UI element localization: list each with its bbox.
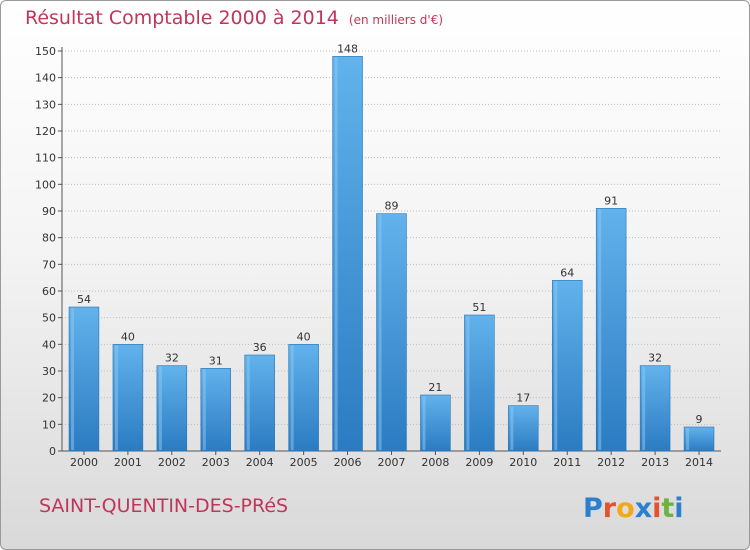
- x-tick-label-2009: 2009: [465, 456, 493, 469]
- data-label-2012: 91: [604, 194, 618, 207]
- bar-highlight: [334, 57, 338, 450]
- data-label-2003: 31: [209, 354, 223, 367]
- x-tick-label-2004: 2004: [246, 456, 274, 469]
- y-tick-label: 70: [42, 258, 56, 271]
- y-tick-label: 80: [42, 232, 56, 245]
- y-tick-label: 20: [42, 392, 56, 405]
- x-tick-label-2002: 2002: [158, 456, 186, 469]
- data-label-2010: 17: [516, 392, 530, 405]
- x-tick-label-2000: 2000: [70, 456, 98, 469]
- x-tick-label-2006: 2006: [334, 456, 362, 469]
- bar-highlight: [686, 428, 690, 450]
- x-tick-label-2001: 2001: [114, 456, 142, 469]
- bar-highlight: [510, 406, 514, 450]
- y-tick-label: 130: [35, 98, 56, 111]
- y-tick-label: 110: [35, 152, 56, 165]
- bar-highlight: [378, 214, 382, 450]
- y-tick-label: 0: [49, 445, 56, 458]
- y-tick-label: 30: [42, 365, 56, 378]
- logo-letter: i: [674, 493, 683, 524]
- y-tick-label: 60: [42, 285, 56, 298]
- y-tick-label: 90: [42, 205, 56, 218]
- x-tick-label-2008: 2008: [421, 456, 449, 469]
- logo-letter: P: [583, 493, 603, 524]
- x-tick-label-2014: 2014: [685, 456, 713, 469]
- x-tick-label-2012: 2012: [597, 456, 625, 469]
- data-label-2009: 51: [472, 301, 486, 314]
- data-label-2000: 54: [77, 293, 91, 306]
- logo-letter: i: [652, 493, 661, 524]
- data-label-2002: 32: [165, 352, 179, 365]
- bars: [68, 56, 715, 452]
- logo-letter: t: [661, 493, 674, 524]
- data-label-2011: 64: [560, 266, 574, 279]
- x-tick-label-2010: 2010: [509, 456, 537, 469]
- data-label-2004: 36: [253, 341, 267, 354]
- x-tick-label-2003: 2003: [202, 456, 230, 469]
- x-tick-label-2005: 2005: [290, 456, 318, 469]
- y-tick-label: 40: [42, 338, 56, 351]
- y-tick-label: 150: [35, 45, 56, 58]
- y-tick-label: 10: [42, 418, 56, 431]
- bar-highlight: [466, 316, 470, 450]
- logo-letter: o: [616, 493, 635, 524]
- bar-highlight: [158, 366, 162, 450]
- bar-highlight: [246, 356, 250, 450]
- data-label-2005: 40: [297, 330, 311, 343]
- town-name: SAINT-QUENTIN-DES-PRéS: [39, 495, 289, 517]
- logo-letter: x: [635, 493, 652, 524]
- data-label-2013: 32: [648, 352, 662, 365]
- logo-letter: r: [603, 493, 617, 524]
- data-label-2008: 21: [428, 381, 442, 394]
- x-tick-label-2011: 2011: [553, 456, 581, 469]
- data-label-2007: 89: [385, 200, 399, 213]
- y-tick-label: 140: [35, 72, 56, 85]
- y-tick-label: 100: [35, 178, 56, 191]
- data-label-2014: 9: [696, 413, 703, 426]
- data-label-2001: 40: [121, 330, 135, 343]
- y-tick-label: 50: [42, 312, 56, 325]
- chart-title: Résultat Comptable 2000 à 2014 (en millie…: [25, 7, 443, 29]
- bar-highlight: [554, 281, 558, 450]
- bar-highlight: [642, 366, 646, 450]
- bar-highlight: [71, 308, 75, 450]
- x-tick-label-2007: 2007: [378, 456, 406, 469]
- proxiti-logo: Proxiti: [583, 493, 684, 524]
- bar-highlight: [598, 209, 602, 450]
- axes: 0 10 20 30 40 50 60 70 80 90 100 110 120 130 140 150: [35, 45, 721, 458]
- chart-subtitle: (en milliers d'€): [348, 13, 444, 27]
- chart-title-text: Résultat Comptable 2000 à 2014: [25, 7, 339, 29]
- bar-highlight: [202, 369, 206, 450]
- bar-highlight: [422, 396, 426, 450]
- proxiti-logo-text: Proxiti: [583, 493, 684, 524]
- y-tick-label: 120: [35, 125, 56, 138]
- bar-highlight: [290, 345, 294, 450]
- data-label-2006: 148: [337, 42, 358, 55]
- labels: 54 2000 40 2001 32 2002 31 2003 36 2004 40 2005 148 2…: [70, 42, 713, 469]
- bar-highlight: [114, 345, 118, 450]
- x-tick-label-2013: 2013: [641, 456, 669, 469]
